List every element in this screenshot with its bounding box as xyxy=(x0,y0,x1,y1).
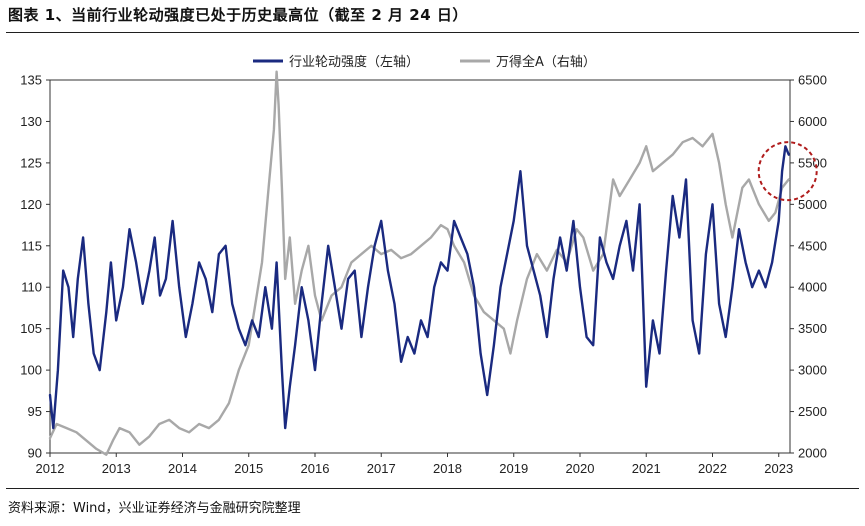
right-axis-tick-label: 5500 xyxy=(798,155,827,170)
x-axis-tick-label: 2021 xyxy=(632,461,661,476)
bottom-rule xyxy=(6,488,859,489)
plot-frame xyxy=(49,79,791,454)
right-axis-tick-label: 3500 xyxy=(798,321,827,336)
x-axis-tick-label: 2012 xyxy=(36,461,65,476)
series-line-wind-all-a xyxy=(48,70,790,456)
x-axis-tick-label: 2015 xyxy=(234,461,263,476)
left-axis-tick-label: 120 xyxy=(20,197,42,212)
annotation-layer xyxy=(757,141,818,202)
right-axis-tick-label: 4500 xyxy=(798,238,827,253)
highlight-circle xyxy=(757,141,818,202)
top-rule xyxy=(6,32,859,33)
right-axis-tick-label: 2500 xyxy=(798,404,827,419)
legend-item-wind-all-a-label: 万得全A（右轴） xyxy=(496,54,596,70)
chart-axes: 90 95 100 105 110 115 120 125 130 135 2000 2500 3000… xyxy=(20,73,827,477)
figure-title: 图表 1、当前行业轮动强度已处于历史最高位（截至 2 月 24 日） xyxy=(8,6,468,24)
source-note: 资料来源：Wind，兴业证券经济与金融研究院整理 xyxy=(8,501,301,516)
left-axis-tick-label: 95 xyxy=(28,404,42,419)
series-line-rotation-strength xyxy=(48,145,790,430)
right-axis-tick-label: 5000 xyxy=(798,197,827,212)
legend-item-rotation-strength-label: 行业轮动强度（左轴） xyxy=(289,54,419,70)
left-axis-tick-label: 90 xyxy=(28,446,42,461)
left-axis-tick-label: 100 xyxy=(20,363,42,378)
right-axis-tick-label: 6000 xyxy=(798,114,827,129)
left-axis-tick-label: 115 xyxy=(21,238,42,253)
left-axis-tick-label: 105 xyxy=(20,321,42,336)
x-axis-tick-label: 2016 xyxy=(301,461,330,476)
right-axis-tick-label: 2000 xyxy=(798,446,827,461)
x-axis-tick-label: 2022 xyxy=(698,461,727,476)
left-axis-tick-label: 110 xyxy=(21,280,42,295)
left-axis-tick-label: 130 xyxy=(20,114,42,129)
left-axis-tick-label: 135 xyxy=(20,73,42,88)
x-axis-tick-label: 2017 xyxy=(367,461,396,476)
x-axis-tick-label: 2014 xyxy=(168,461,197,476)
x-axis-tick-label: 2020 xyxy=(566,461,595,476)
right-axis-tick-label: 4000 xyxy=(798,280,827,295)
right-axis-tick-label: 3000 xyxy=(798,363,827,378)
x-axis-tick-label: 2023 xyxy=(764,461,793,476)
series-layer xyxy=(48,70,790,456)
left-axis-tick-label: 125 xyxy=(20,155,42,170)
chart-legend: 行业轮动强度（左轴） 万得全A（右轴） xyxy=(253,54,596,70)
x-axis-tick-label: 2019 xyxy=(499,461,528,476)
right-axis-tick-label: 6500 xyxy=(798,73,827,88)
x-axis-tick-label: 2013 xyxy=(102,461,131,476)
x-axis-tick-label: 2018 xyxy=(433,461,462,476)
